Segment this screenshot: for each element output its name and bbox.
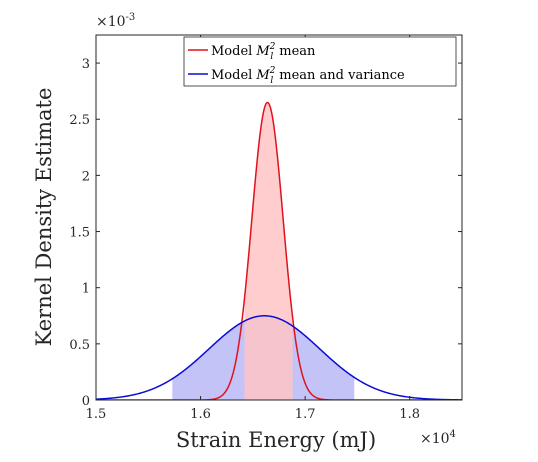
y-tick-label: 3	[82, 57, 90, 72]
x-tick-label: 1.7	[295, 407, 316, 422]
series-line-mean-variance	[96, 315, 462, 400]
shaded-region-mean	[244, 102, 293, 400]
plot-area: 1.5 1.6 1.7 1.8 0 0.5 1 1.5 2 2.5 3	[69, 34, 463, 422]
x-axis-label: Strain Energy (mJ)	[176, 428, 376, 452]
legend-entry-mean: Model M2 l mean	[188, 42, 316, 62]
y-exponent-label: ×10-3	[96, 12, 135, 30]
x-tick-label: 1.5	[86, 407, 107, 422]
y-tick-label: 0.5	[69, 338, 90, 353]
y-axis-label: Kernel Density Estimate	[32, 88, 56, 347]
y-tick-label: 0	[82, 394, 90, 409]
y-tick-label: 2	[82, 169, 90, 184]
legend-box	[183, 36, 457, 87]
y-tick-label: 1.5	[69, 226, 90, 241]
x-tick-label: 1.6	[190, 407, 211, 422]
legend-entry-mean-variance: Model M2 l mean and variance	[188, 66, 405, 86]
axes-box	[95, 34, 463, 401]
series-line-mean	[96, 101, 462, 400]
x-tick-label: 1.8	[399, 407, 420, 422]
x-exponent-label: ×104	[420, 429, 456, 447]
y-tick-label: 2.5	[69, 113, 90, 128]
legend-label-mean: Model M2 l mean	[211, 42, 316, 62]
legend: Model M2 l mean Model M2 l mean and variance	[183, 36, 457, 87]
legend-label-mean-variance: Model M2 l mean and variance	[211, 66, 405, 86]
y-tick-label: 1	[82, 282, 90, 297]
